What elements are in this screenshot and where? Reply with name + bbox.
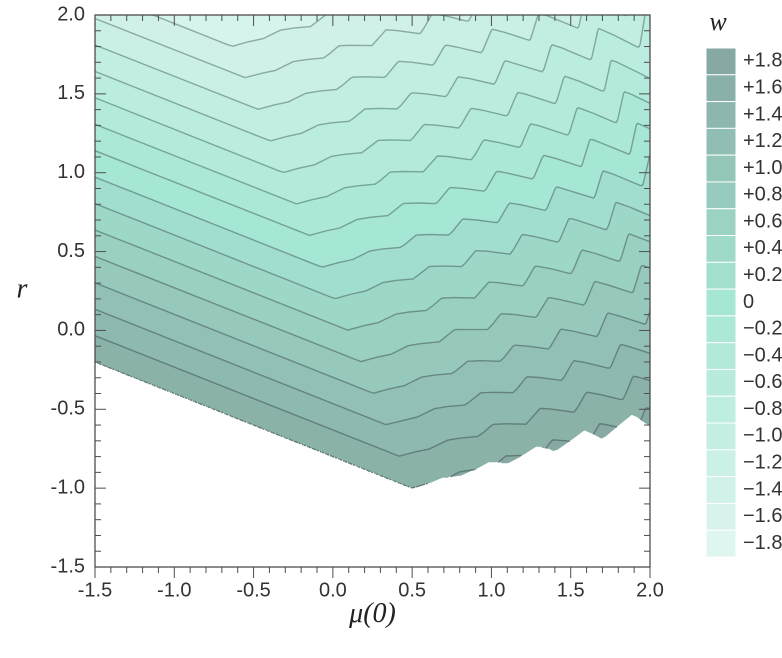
- svg-text:+1.2: +1.2: [743, 130, 782, 152]
- svg-text:+1.0: +1.0: [743, 157, 782, 179]
- svg-text:+1.8: +1.8: [743, 50, 782, 72]
- svg-text:μ(0): μ(0): [348, 598, 396, 629]
- svg-text:+1.6: +1.6: [743, 76, 782, 98]
- svg-text:-1.0: -1.0: [157, 580, 191, 602]
- svg-text:−1.4: −1.4: [743, 478, 782, 500]
- svg-text:+0.2: +0.2: [743, 264, 782, 286]
- svg-text:-1.5: -1.5: [51, 555, 85, 577]
- svg-text:+0.4: +0.4: [743, 237, 782, 259]
- svg-text:0.0: 0.0: [319, 580, 347, 602]
- svg-text:−0.4: −0.4: [743, 344, 782, 366]
- svg-text:2.0: 2.0: [57, 3, 85, 25]
- svg-text:−0.6: −0.6: [743, 371, 782, 393]
- svg-text:-1.0: -1.0: [51, 476, 85, 498]
- svg-text:w: w: [709, 7, 727, 36]
- svg-text:−0.2: −0.2: [743, 318, 782, 340]
- svg-text:1.0: 1.0: [57, 161, 85, 183]
- svg-text:−1.6: −1.6: [743, 505, 782, 527]
- svg-text:2.0: 2.0: [636, 580, 664, 602]
- svg-text:-0.5: -0.5: [236, 580, 270, 602]
- svg-text:−1.8: −1.8: [743, 532, 782, 554]
- svg-text:0.5: 0.5: [398, 580, 426, 602]
- svg-text:0.5: 0.5: [57, 240, 85, 262]
- svg-text:+0.6: +0.6: [743, 210, 782, 232]
- svg-text:1.5: 1.5: [57, 82, 85, 104]
- svg-text:-0.5: -0.5: [51, 398, 85, 420]
- svg-text:0: 0: [743, 291, 754, 313]
- svg-text:−1.0: −1.0: [743, 425, 782, 447]
- svg-text:1.5: 1.5: [557, 580, 585, 602]
- svg-text:−1.2: −1.2: [743, 452, 782, 474]
- svg-text:0.0: 0.0: [57, 319, 85, 341]
- svg-text:1.0: 1.0: [478, 580, 506, 602]
- svg-text:−0.8: −0.8: [743, 398, 782, 420]
- svg-text:r: r: [17, 273, 28, 304]
- svg-text:+0.8: +0.8: [743, 184, 782, 206]
- svg-text:+1.4: +1.4: [743, 103, 782, 125]
- svg-text:-1.5: -1.5: [78, 580, 112, 602]
